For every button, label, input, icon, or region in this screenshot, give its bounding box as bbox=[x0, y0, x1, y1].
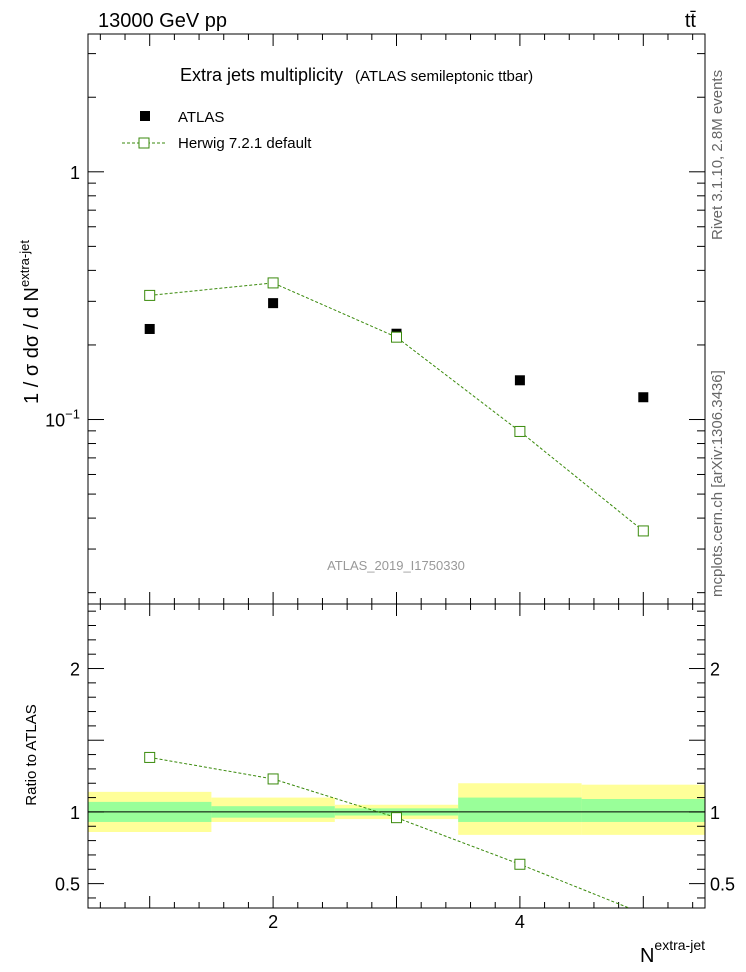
main-y-axis-label-text: 1 / σ dσ / d N bbox=[21, 287, 43, 404]
main-panel: 1 10−1 Extra jets multiplicity (ATLAS semi… bbox=[17, 33, 706, 605]
ratio-herwig-point bbox=[391, 812, 402, 824]
x-axis-label: Nextra-jet bbox=[640, 937, 705, 967]
ratio-herwig-point bbox=[514, 858, 526, 870]
ratio-y-tick-label-right: 2 bbox=[710, 660, 720, 680]
ratio-band-inner bbox=[581, 799, 705, 822]
subtitle-text: (ATLAS semileptonic ttbar) bbox=[355, 68, 533, 85]
legend-marker-herwig bbox=[138, 137, 150, 149]
herwig-point bbox=[514, 425, 526, 437]
ratio-y-axis-label: Ratio to ATLAS bbox=[23, 704, 40, 805]
ratio-y-tick-labels: 2 2 1 1 0.5 0.5 bbox=[55, 660, 735, 895]
herwig-point bbox=[144, 289, 156, 301]
ratio-bands bbox=[88, 783, 705, 835]
ratio-herwig-line bbox=[149, 756, 631, 908]
ratio-ticks bbox=[88, 604, 705, 908]
ratio-y-tick-label-left: 2 bbox=[70, 660, 80, 680]
main-y-tick-label-base: 1 bbox=[70, 163, 80, 183]
atlas-point bbox=[638, 392, 649, 403]
main-series bbox=[144, 277, 649, 537]
herwig-point bbox=[391, 331, 402, 343]
legend-label-herwig: Herwig 7.2.1 default bbox=[178, 135, 312, 152]
x-axis-label-text: N bbox=[640, 945, 654, 967]
main-y-axis-label-sup: extra-jet bbox=[17, 240, 32, 287]
main-y-tick-label-base: 10 bbox=[45, 411, 65, 431]
ratio-plot-frame bbox=[87, 603, 706, 909]
main-y-axis-label: 1 / σ dσ / d Nextra-jet bbox=[17, 240, 43, 404]
process-label: tt̄ bbox=[685, 10, 697, 32]
ratio-y-tick-label-right: 0.5 bbox=[710, 875, 735, 895]
main-y-tick-label-exponent: −1 bbox=[65, 407, 80, 422]
x-axis-label-sup: extra-jet bbox=[654, 937, 705, 953]
watermark: ATLAS_2019_I1750330 bbox=[327, 558, 465, 573]
ratio-herwig-point bbox=[267, 773, 279, 785]
legend: ATLAS Herwig 7.2.1 default bbox=[122, 109, 312, 152]
atlas-point bbox=[144, 323, 155, 334]
x-tick-label: 2 bbox=[268, 912, 278, 932]
ratio-herwig-point bbox=[144, 751, 156, 763]
main-y-tick-label: 1 bbox=[70, 163, 80, 183]
ratio-y-tick-label-left: 1 bbox=[70, 803, 80, 823]
main-y-tick-label: 10−1 bbox=[45, 407, 80, 431]
ratio-y-tick-label-left: 0.5 bbox=[55, 875, 80, 895]
source-label: mcplots.cern.ch [arXiv:1306.3436] bbox=[709, 370, 726, 597]
collision-label: 13000 GeV pp bbox=[98, 10, 227, 32]
atlas-point bbox=[268, 298, 279, 309]
ratio-series-group bbox=[144, 751, 631, 908]
legend-marker-atlas bbox=[140, 111, 150, 121]
rivet-label: Rivet 3.1.10, 2.8M events bbox=[709, 70, 726, 240]
herwig-point bbox=[637, 525, 649, 537]
ratio-y-tick-label-right: 1 bbox=[710, 803, 720, 823]
ratio-series bbox=[144, 751, 631, 908]
legend-label-atlas: ATLAS bbox=[178, 109, 224, 126]
main-y-tick-labels: 1 10−1 bbox=[45, 163, 80, 431]
title-text: Extra jets multiplicity bbox=[180, 65, 343, 85]
herwig-line bbox=[149, 282, 644, 532]
herwig-point bbox=[267, 277, 279, 289]
main-ticks bbox=[88, 34, 705, 604]
chart-title: Extra jets multiplicity (ATLAS semilepton… bbox=[180, 65, 533, 85]
x-tick-label: 4 bbox=[515, 912, 525, 932]
atlas-point bbox=[514, 375, 525, 386]
ratio-band-inner bbox=[458, 797, 582, 822]
